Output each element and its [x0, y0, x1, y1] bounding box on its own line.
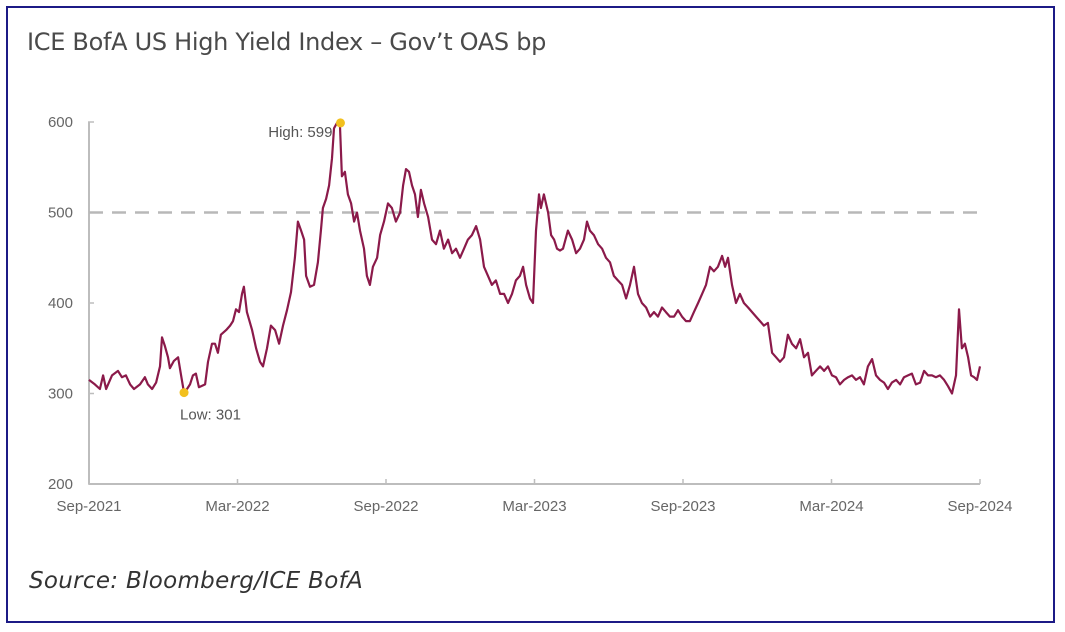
annotations-group: High: 599 Low: 301	[179, 118, 345, 424]
x-tick-label: Sep-2024	[947, 498, 1012, 515]
y-tick-label: 200	[48, 476, 73, 493]
high-marker	[335, 118, 345, 128]
y-tick-label: 300	[48, 386, 73, 403]
x-tick-label: Sep-2021	[56, 498, 121, 515]
x-tick-label: Sep-2023	[650, 498, 715, 515]
chart-title: ICE BofA US High Yield Index – Gov’t OAS…	[27, 28, 547, 56]
series-line	[88, 121, 982, 395]
x-tick-label: Mar-2022	[205, 498, 269, 515]
y-tick-label: 500	[48, 205, 73, 222]
series-group	[88, 121, 982, 395]
axes: 200 300 400 500 600 Sep-2021 Mar-2022 Sep-2022 M…	[48, 114, 1013, 515]
low-marker	[179, 388, 189, 398]
source-note: Source: Bloomberg/ICE BofA	[29, 568, 363, 594]
x-tick-label: Mar-2023	[502, 498, 566, 515]
y-tick-label: 600	[48, 114, 73, 131]
x-tick-label: Mar-2024	[799, 498, 863, 515]
x-tick-label: Sep-2022	[353, 498, 418, 515]
y-tick-label: 400	[48, 295, 73, 312]
high-label: High: 599	[268, 124, 332, 141]
chart-frame	[6, 6, 1055, 623]
low-label: Low: 301	[180, 407, 241, 424]
